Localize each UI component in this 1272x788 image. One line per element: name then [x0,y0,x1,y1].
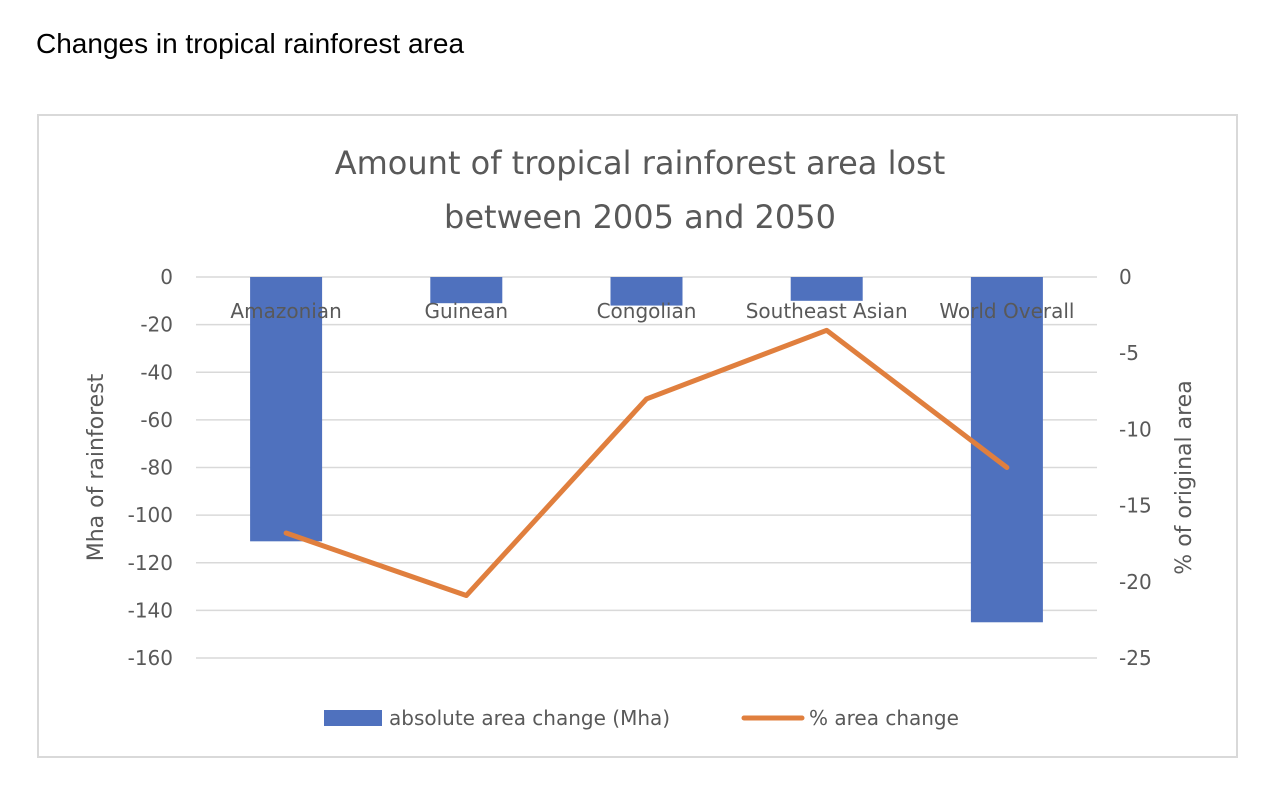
y-tick-label: -120 [128,551,173,575]
bar [610,277,683,306]
category-label: Southeast Asian [746,299,908,323]
y2-axis-title: % of original area [1172,380,1197,574]
chart-text: Amount of tropical rainforest area lost b… [84,144,1197,670]
y2-tick-label: -5 [1119,341,1139,365]
chart-title: between 2005 and 2050 [444,198,836,236]
y2-tick-label: -25 [1119,646,1152,670]
category-label: World Overall [939,299,1074,323]
y2-tick-label: -10 [1119,417,1152,441]
category-label: Congolian [597,299,697,323]
page-heading: Changes in tropical rainforest area [36,28,465,59]
y-tick-label: -80 [140,456,173,480]
y-axis-title: Mha of rainforest [84,373,109,561]
chart: Amount of tropical rainforest area lost b… [84,144,1197,730]
bar [250,277,323,542]
y-tick-label: -40 [140,360,173,384]
y-tick-label: -20 [140,313,173,337]
legend: absolute area change (Mha) % area change [324,706,959,730]
category-label: Guinean [424,299,508,323]
bar-series [250,277,1043,623]
chart-title: Amount of tropical rainforest area lost [335,144,946,182]
y-tick-label: -140 [128,598,173,622]
legend-label-line: % area change [809,706,959,730]
y-tick-label: -60 [140,408,173,432]
y2-tick-label: -15 [1119,494,1152,518]
y-tick-label: -100 [128,503,173,527]
y2-tick-label: -20 [1119,570,1152,594]
category-label: Amazonian [230,299,341,323]
bar [790,277,863,301]
chart-frame: Amount of tropical rainforest area lost b… [37,114,1238,758]
legend-swatch-bar [324,710,382,726]
gridlines [196,276,1097,659]
line-path [283,327,1010,599]
legend-label-bar: absolute area change (Mha) [389,706,670,730]
bar [430,277,503,304]
y-tick-label: -160 [128,646,173,670]
y2-tick-label: 0 [1119,265,1132,289]
line-series [283,327,1010,599]
y-tick-label: 0 [160,265,173,289]
